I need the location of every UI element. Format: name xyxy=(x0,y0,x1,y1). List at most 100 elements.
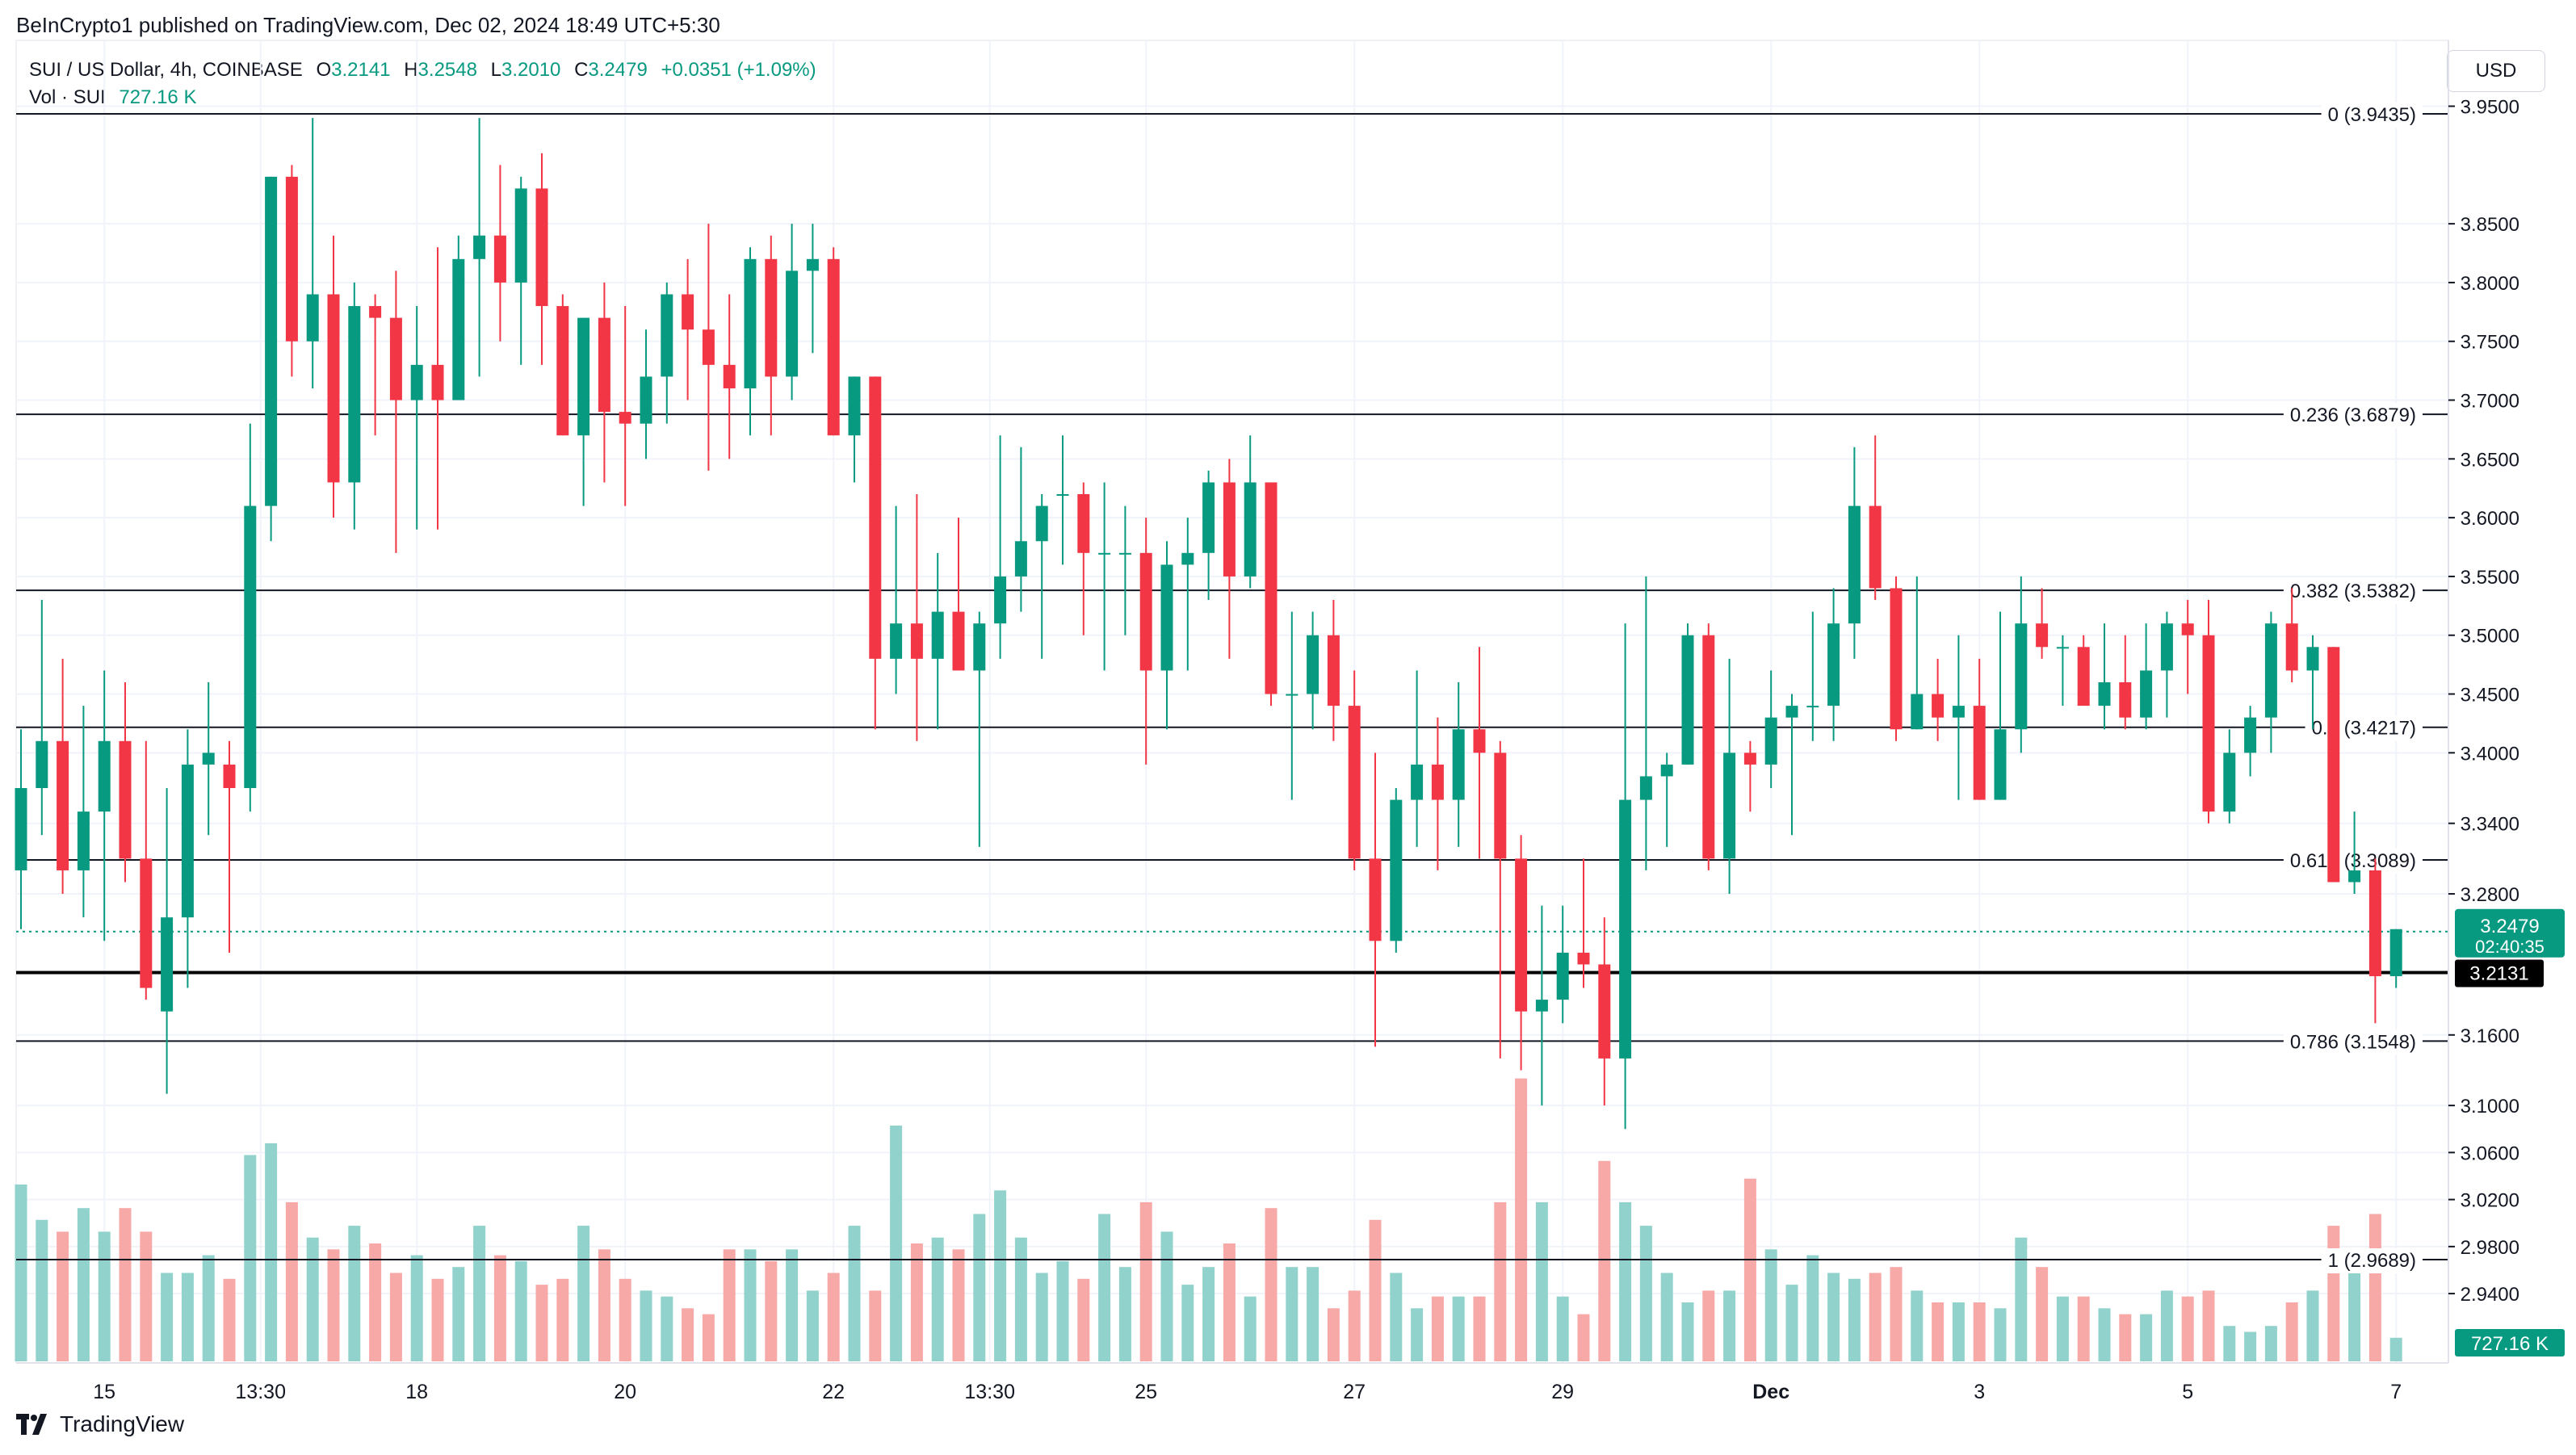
candle-body[interactable] xyxy=(661,294,673,377)
candle-body[interactable] xyxy=(15,788,27,870)
candle-body[interactable] xyxy=(1994,729,2007,800)
candle-body[interactable] xyxy=(1369,858,1382,941)
candle-body[interactable] xyxy=(389,317,402,400)
candle-body[interactable] xyxy=(682,294,694,330)
candle-body[interactable] xyxy=(98,740,111,812)
candle-body[interactable] xyxy=(869,376,882,659)
candle-body[interactable] xyxy=(1014,541,1027,577)
candle-body[interactable] xyxy=(2285,623,2298,671)
candle-body[interactable] xyxy=(265,176,278,506)
candle-body[interactable] xyxy=(2264,623,2277,718)
candle-body[interactable] xyxy=(1286,694,1298,696)
candle-body[interactable] xyxy=(1077,494,1090,553)
candle-body[interactable] xyxy=(1390,799,1403,941)
candle-body[interactable] xyxy=(2244,717,2257,753)
candle-body[interactable] xyxy=(1494,753,1507,859)
candle-body[interactable] xyxy=(1681,635,1694,765)
candle-body[interactable] xyxy=(181,764,194,918)
candle-body[interactable] xyxy=(348,306,361,483)
candle-body[interactable] xyxy=(2036,623,2049,648)
candle-body[interactable] xyxy=(1827,623,1840,707)
candle-body[interactable] xyxy=(723,364,736,388)
candle-body[interactable] xyxy=(2077,647,2090,707)
candle-body[interactable] xyxy=(2098,681,2111,707)
candle-body[interactable] xyxy=(1118,552,1131,555)
candle-body[interactable] xyxy=(2181,623,2194,635)
candle-body[interactable] xyxy=(1056,494,1069,497)
candle-body[interactable] xyxy=(1411,764,1424,800)
candle-body[interactable] xyxy=(1890,588,1903,730)
candle-body[interactable] xyxy=(1869,505,1882,589)
candle-body[interactable] xyxy=(848,376,861,436)
candle-body[interactable] xyxy=(1577,952,1590,965)
candle-body[interactable] xyxy=(1035,505,1048,542)
candle-body[interactable] xyxy=(77,811,90,870)
candle-body[interactable] xyxy=(2306,647,2319,671)
candle-body[interactable] xyxy=(161,917,174,1012)
candle-body[interactable] xyxy=(452,258,465,400)
candle-body[interactable] xyxy=(598,317,610,413)
candle-body[interactable] xyxy=(744,258,757,388)
candle-body[interactable] xyxy=(786,270,799,377)
candle-body[interactable] xyxy=(2202,635,2215,812)
candle-body[interactable] xyxy=(369,306,382,318)
candle-body[interactable] xyxy=(1535,1000,1548,1012)
candle-body[interactable] xyxy=(2389,929,2402,976)
candle-body[interactable] xyxy=(1556,952,1569,1000)
candle-body[interactable] xyxy=(1202,482,1215,553)
candle-body[interactable] xyxy=(1743,753,1756,765)
candle-body[interactable] xyxy=(1098,552,1111,555)
candle-body[interactable] xyxy=(1431,764,1444,800)
candle-body[interactable] xyxy=(202,753,215,765)
candle-body[interactable] xyxy=(1973,706,1986,800)
candle-body[interactable] xyxy=(890,623,903,659)
candle-body[interactable] xyxy=(2348,870,2361,883)
candle-body[interactable] xyxy=(2327,647,2340,883)
candle-body[interactable] xyxy=(1598,964,1611,1059)
candle-body[interactable] xyxy=(473,235,486,259)
footer-brand[interactable]: TradingView xyxy=(16,1411,184,1437)
candle-body[interactable] xyxy=(1515,858,1528,1012)
candle-body[interactable] xyxy=(285,176,298,342)
candle-body[interactable] xyxy=(1785,706,1798,718)
candle-body[interactable] xyxy=(994,576,1007,624)
candle-body[interactable] xyxy=(2368,870,2381,976)
candle-body[interactable] xyxy=(140,858,153,988)
candle-body[interactable] xyxy=(910,623,923,659)
candle-body[interactable] xyxy=(1307,635,1319,694)
candle-body[interactable] xyxy=(1348,706,1361,859)
candle-body[interactable] xyxy=(1139,552,1152,671)
candle-body[interactable] xyxy=(1327,635,1340,707)
candle-body[interactable] xyxy=(640,376,652,424)
candle-body[interactable] xyxy=(1639,776,1652,800)
candle-body[interactable] xyxy=(1160,564,1173,671)
candle-body[interactable] xyxy=(1806,706,1819,708)
candle-body[interactable] xyxy=(1619,799,1632,1059)
candle-body[interactable] xyxy=(223,764,236,789)
candle-body[interactable] xyxy=(2056,647,2069,649)
candle-body[interactable] xyxy=(1723,753,1736,859)
candle-body[interactable] xyxy=(2015,623,2028,730)
candle-body[interactable] xyxy=(306,294,319,342)
candle-body[interactable] xyxy=(1244,482,1257,577)
candle-body[interactable] xyxy=(119,740,132,859)
currency-button[interactable]: USD xyxy=(2447,50,2545,92)
candle-body[interactable] xyxy=(1452,729,1465,800)
candle-body[interactable] xyxy=(1473,729,1486,753)
candle-body[interactable] xyxy=(1702,635,1715,859)
candle-body[interactable] xyxy=(556,306,569,436)
candle-body[interactable] xyxy=(1932,694,1945,718)
candle-body[interactable] xyxy=(493,235,506,283)
candle-body[interactable] xyxy=(514,188,527,283)
candle-body[interactable] xyxy=(1848,505,1861,624)
candle-body[interactable] xyxy=(431,364,444,400)
candle-body[interactable] xyxy=(1181,552,1194,565)
candle-body[interactable] xyxy=(1911,694,1924,730)
candle-body[interactable] xyxy=(1660,764,1673,777)
candle-body[interactable] xyxy=(327,294,340,483)
candle-body[interactable] xyxy=(827,258,840,436)
candle-body[interactable] xyxy=(702,329,715,365)
candle-body[interactable] xyxy=(2160,623,2173,671)
candle-body[interactable] xyxy=(535,188,548,307)
candle-body[interactable] xyxy=(806,258,819,271)
